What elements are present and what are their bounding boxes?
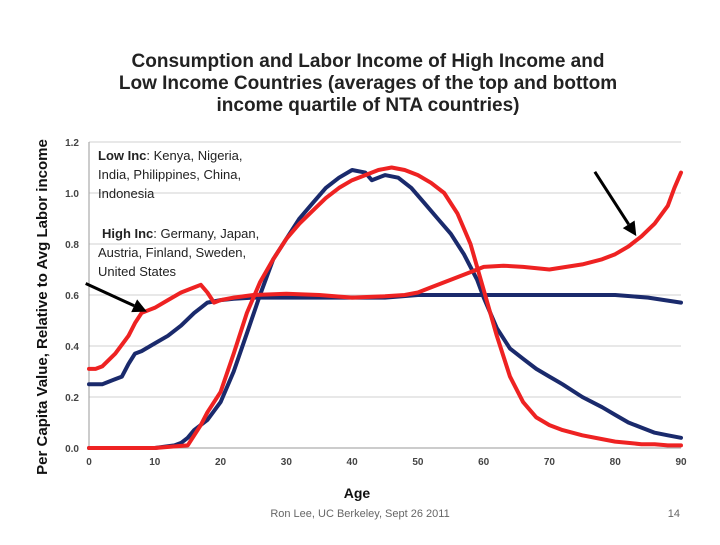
arrow-right bbox=[593, 171, 637, 237]
y-tick-label: 0.4 bbox=[65, 342, 79, 353]
y-tick-label: 0.8 bbox=[65, 240, 79, 251]
series-line-navy_consumption bbox=[87, 293, 683, 387]
series-line-navy_labor bbox=[87, 168, 683, 450]
annotation-arrows bbox=[85, 171, 637, 313]
x-tick-label: 70 bbox=[544, 457, 556, 468]
legend-low-income-line-1: Low Inc: Kenya, Nigeria, bbox=[98, 148, 243, 163]
chart-title: Consumption and Labor Income of High Inc… bbox=[119, 51, 617, 116]
legend-low-income-line-2: India, Philippines, China, bbox=[98, 167, 241, 182]
x-tick-label: 50 bbox=[412, 457, 424, 468]
series-line-red_consumption bbox=[87, 170, 683, 371]
x-tick-label: 80 bbox=[610, 457, 622, 468]
arrow-left-head bbox=[131, 299, 147, 313]
x-tick-label: 10 bbox=[149, 457, 161, 468]
arrow-left bbox=[85, 282, 147, 313]
x-tick-label: 30 bbox=[281, 457, 293, 468]
page-number: 14 bbox=[667, 508, 680, 520]
y-tick-label: 0.2 bbox=[65, 393, 79, 404]
x-tick-label: 60 bbox=[478, 457, 490, 468]
y-tick-label: 0.6 bbox=[65, 291, 79, 302]
y-axis-label: Per Capita Value, Relative to Avg Labor … bbox=[34, 139, 51, 475]
chart-title-line-2: Low Income Countries (averages of the to… bbox=[119, 73, 617, 94]
chart-title-line-3: income quartile of NTA countries) bbox=[217, 95, 520, 116]
legend-low-income-label: Low Inc bbox=[98, 148, 146, 163]
axes bbox=[88, 142, 681, 449]
legend-high-income-line-2: Austria, Finland, Sweden, bbox=[98, 245, 246, 260]
y-tick-label: 1.0 bbox=[65, 189, 79, 200]
y-tick-label: 1.2 bbox=[65, 138, 79, 149]
legend-high-income-line-3: United States bbox=[98, 264, 177, 279]
footer-credit: Ron Lee, UC Berkeley, Sept 26 2011 bbox=[270, 508, 450, 520]
series-line-red_labor bbox=[87, 165, 683, 450]
legend-high-income-line-1: High Inc: Germany, Japan, bbox=[102, 226, 259, 241]
series-lines bbox=[87, 165, 683, 450]
arrow-right-head bbox=[622, 220, 637, 237]
arrow-left-shaft bbox=[85, 282, 135, 308]
x-tick-labels: 0 10 20 30 40 50 60 70 80 90 bbox=[86, 457, 687, 468]
legend-high-income-label: High Inc bbox=[102, 226, 153, 241]
x-tick-label: 20 bbox=[215, 457, 227, 468]
legend: Low Inc: Kenya, Nigeria, India, Philippi… bbox=[98, 148, 259, 279]
y-tick-labels: 0.0 0.2 0.4 0.6 0.8 1.0 1.2 bbox=[65, 138, 79, 455]
x-tick-label: 40 bbox=[347, 457, 359, 468]
x-tick-label: 0 bbox=[86, 457, 92, 468]
x-axis-label: Age bbox=[344, 485, 371, 501]
y-tick-label: 0.0 bbox=[65, 444, 79, 455]
legend-low-income-line-3: Indonesia bbox=[98, 186, 155, 201]
legend-high-income-text-1: : Germany, Japan, bbox=[153, 226, 259, 241]
legend-low-income-text-1: : Kenya, Nigeria, bbox=[146, 148, 242, 163]
chart-title-line-1: Consumption and Labor Income of High Inc… bbox=[132, 51, 605, 72]
arrow-right-shaft bbox=[593, 171, 630, 226]
x-tick-label: 90 bbox=[675, 457, 687, 468]
